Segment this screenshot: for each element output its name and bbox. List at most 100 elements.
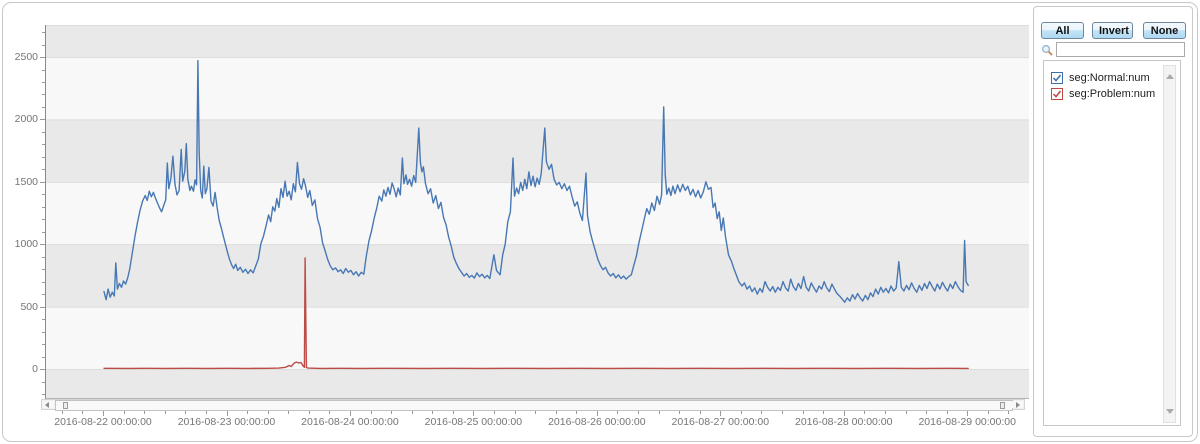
legend-panel: All Invert None seg:Normal:num seg:Proble… [1033,6,1193,437]
invert-button[interactable]: Invert [1092,22,1133,39]
series-line-normal [103,60,969,303]
y-minor-tick [42,94,45,96]
x-axis-tick-label: 2016-08-27 00:00:00 [671,416,770,428]
y-minor-tick [42,331,45,333]
x-minor-tick [802,411,804,414]
x-minor-tick [247,411,248,414]
legend-vertical-scrollbar[interactable] [1163,65,1176,423]
x-major-tick [349,411,351,416]
scroll-left-arrow-icon[interactable] [43,401,54,408]
x-major-tick [473,411,475,416]
x-minor-tick [514,411,516,414]
y-axis-tick-label: 0 [32,363,38,375]
x-major-tick [596,411,598,416]
range-left-grip[interactable] [63,402,68,409]
y-axis-tick-label: 2500 [14,51,38,63]
x-minor-tick [905,411,907,414]
none-button[interactable]: None [1143,22,1186,39]
y-axis-tick-label: 500 [20,300,38,313]
y-minor-tick [42,219,45,221]
x-minor-tick [535,411,537,414]
x-minor-tick [329,411,331,414]
x-minor-tick [1008,411,1010,414]
x-minor-tick [308,411,310,414]
y-minor-tick [42,169,45,171]
x-minor-tick [699,411,701,414]
y-minor-tick [42,269,45,271]
legend-checkbox[interactable] [1051,88,1063,100]
y-minor-tick [42,82,45,83]
x-minor-tick [267,411,269,414]
x-minor-tick [452,411,454,414]
x-minor-tick [411,411,413,414]
x-minor-tick [185,411,187,414]
plot-area [45,25,1029,399]
y-major-tick [40,369,45,370]
x-minor-tick [740,411,742,414]
y-minor-tick [42,256,45,258]
y-minor-tick [42,69,45,71]
x-minor-tick [82,411,84,414]
y-minor-tick [42,381,45,383]
x-minor-tick [391,411,393,414]
x-axis-tick-label: 2016-08-25 00:00:00 [424,416,523,428]
y-major-tick [40,181,45,183]
x-axis-tick-label: 2016-08-29 00:00:00 [918,416,1016,428]
legend-listbox[interactable]: seg:Normal:num seg:Problem:num [1043,60,1181,426]
y-major-tick [40,119,45,121]
x-major-tick [967,411,969,416]
legend-checkbox[interactable] [1051,72,1063,84]
all-button[interactable]: All [1041,22,1084,39]
scroll-up-arrow-icon[interactable] [1166,74,1174,79]
legend-item[interactable]: seg:Normal:num [1051,70,1150,86]
x-minor-tick [432,411,434,414]
y-major-tick [40,244,45,246]
x-range-thumb[interactable] [55,400,1013,411]
x-minor-tick [164,411,166,414]
y-minor-tick [42,344,45,345]
x-minor-tick [123,411,125,414]
y-minor-tick [42,394,45,395]
legend-search-input[interactable] [1056,42,1185,57]
x-major-tick [843,411,845,416]
y-minor-tick [42,356,45,358]
x-minor-tick [679,411,681,414]
y-minor-tick [42,44,45,46]
x-minor-tick [884,411,886,414]
x-minor-tick [555,411,557,414]
y-minor-tick [42,144,45,146]
y-minor-tick [42,194,45,196]
scroll-down-arrow-icon[interactable] [1166,409,1174,414]
x-minor-tick [946,411,948,414]
x-axis-tick-label: 2016-08-23 00:00:00 [177,416,276,428]
x-minor-tick [144,411,146,414]
x-minor-tick [761,411,763,414]
plot-canvas [46,25,1029,398]
y-axis-tick-label: 2000 [14,113,38,126]
scroll-right-arrow-icon[interactable] [1012,401,1023,408]
legend-item-label: seg:Normal:num [1069,72,1150,84]
x-minor-tick [288,411,290,414]
x-range-scrollbar[interactable] [41,399,1025,411]
y-minor-tick [42,106,45,108]
series-line-problem [103,257,969,370]
y-minor-tick [42,206,45,208]
range-right-grip[interactable] [1000,402,1005,409]
x-minor-tick [493,411,495,414]
x-major-tick [226,411,228,416]
y-minor-tick [42,231,45,233]
y-major-tick [40,57,45,58]
x-axis-tick-label: 2016-08-22 00:00:00 [54,416,152,428]
y-minor-tick [42,156,45,158]
x-minor-tick [370,411,372,414]
x-minor-tick [658,411,660,414]
x-axis-tick-label: 2016-08-24 00:00:00 [301,416,399,428]
legend-item[interactable]: seg:Problem:num [1051,86,1155,102]
y-axis-tick-label: 1500 [14,175,38,188]
x-major-tick [103,411,104,416]
x-axis-tick-label: 2016-08-28 00:00:00 [794,416,893,428]
legend-item-label: seg:Problem:num [1069,88,1156,100]
x-minor-tick [576,411,578,414]
x-minor-tick [926,411,927,414]
